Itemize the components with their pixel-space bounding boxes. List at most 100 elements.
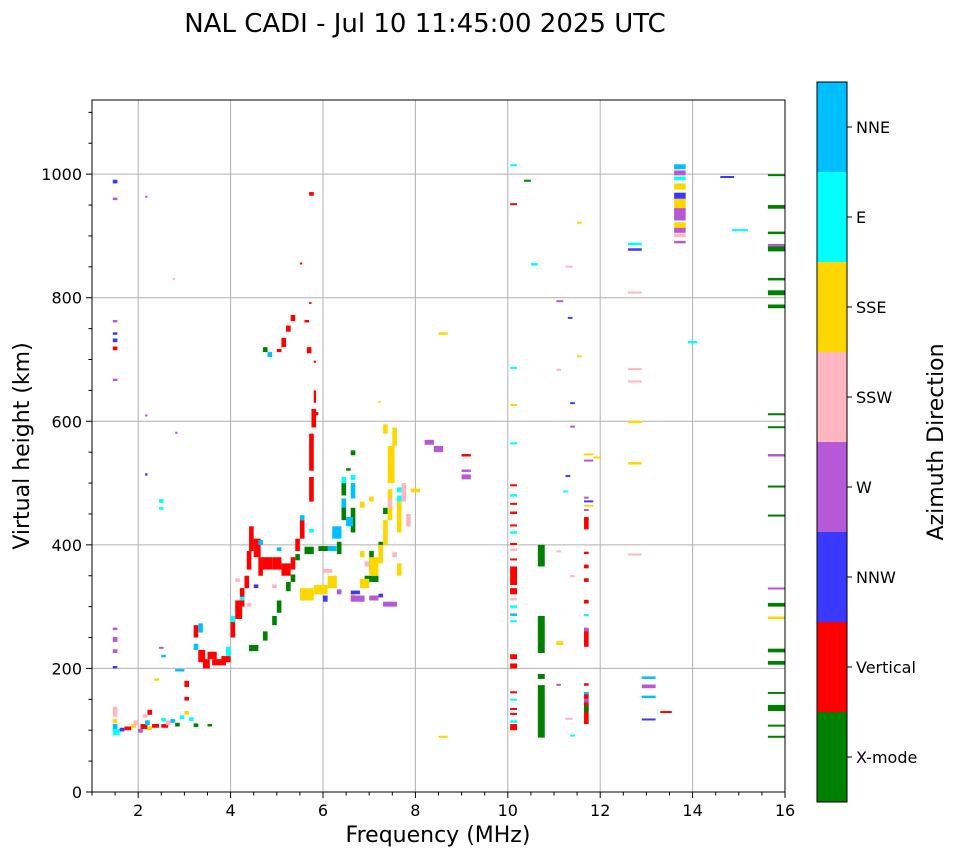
data-point-x-mode — [286, 581, 291, 592]
data-point-sse — [392, 427, 397, 446]
data-point-e — [674, 176, 686, 181]
data-point-vertical — [147, 709, 153, 715]
colorbar-swatch-nne — [817, 82, 847, 172]
data-point-nne — [510, 613, 518, 616]
data-point-nnw — [145, 473, 148, 476]
data-point-ssw — [627, 368, 642, 371]
data-point-nnw — [323, 595, 328, 602]
data-point-x-mode — [262, 347, 268, 353]
data-point-e — [510, 442, 518, 445]
x-tick-label: 6 — [318, 801, 328, 820]
data-point-w — [138, 728, 143, 733]
data-point-sse — [359, 501, 365, 508]
data-point-x-mode — [537, 615, 545, 653]
data-point-sse — [327, 575, 337, 589]
data-point-ssw — [235, 578, 240, 582]
data-point-x-mode — [193, 723, 199, 728]
x-axis-label: Frequency (MHz) — [346, 823, 531, 848]
data-point-vertical — [249, 526, 254, 552]
data-point-nnw — [112, 338, 118, 343]
data-point-x-mode — [584, 705, 589, 712]
data-point-vertical — [207, 651, 217, 660]
data-point-vertical — [510, 707, 518, 710]
data-point-x-mode — [341, 483, 347, 496]
colorbar-tick-label: W — [856, 478, 872, 497]
data-point-vertical — [584, 628, 589, 647]
data-point-e — [396, 487, 402, 493]
data-point-x-mode — [523, 179, 531, 182]
data-point-x-mode — [767, 661, 785, 665]
data-point-vertical — [584, 683, 589, 686]
data-point-e — [563, 490, 568, 493]
data-point-nne — [674, 164, 686, 170]
data-point-sse — [369, 557, 379, 576]
data-point-nnw — [570, 402, 575, 405]
data-point-w — [674, 240, 686, 244]
data-point-x-mode — [262, 631, 268, 641]
data-point-e — [189, 717, 194, 721]
data-point-vertical — [510, 558, 518, 561]
data-point-vertical — [309, 302, 312, 305]
data-point-x-mode — [767, 485, 785, 488]
data-point-ssw — [556, 368, 561, 371]
data-point-x-mode — [249, 644, 259, 652]
data-point-ssw — [570, 575, 575, 578]
data-point-ssw — [364, 561, 370, 567]
data-point-vertical — [221, 656, 231, 663]
data-point-w — [369, 595, 379, 601]
data-point-w — [175, 431, 178, 434]
data-point-x-mode — [175, 722, 180, 727]
data-point-x-mode — [767, 691, 785, 694]
data-point-ssw — [323, 568, 333, 573]
data-point-vertical — [461, 454, 471, 457]
data-point-nne — [161, 654, 166, 658]
data-point-nne — [267, 352, 273, 358]
data-point-w — [767, 454, 785, 457]
data-point-sse — [369, 496, 374, 502]
data-point-ssw — [510, 548, 518, 552]
data-point-nne — [193, 643, 199, 650]
data-point-w — [641, 684, 656, 689]
data-point-x-mode — [336, 541, 342, 555]
data-point-ssw — [112, 706, 118, 711]
colorbar-frame — [816, 81, 848, 803]
data-point-e — [112, 728, 120, 736]
data-point-sse — [767, 616, 785, 619]
data-point-vertical — [258, 557, 263, 576]
data-point-sse — [359, 551, 365, 558]
colorbar-tick-label: E — [856, 208, 866, 227]
data-point-w — [570, 425, 575, 428]
data-point-vertical — [246, 551, 252, 570]
data-point-sse — [584, 453, 594, 456]
data-point-x-mode — [383, 507, 388, 514]
data-point-sse — [387, 446, 395, 484]
data-point-vertical — [584, 551, 589, 555]
data-point-vertical — [510, 654, 518, 660]
data-point-e — [225, 646, 231, 657]
data-point-x-mode — [350, 450, 356, 456]
data-point-w — [556, 683, 561, 686]
data-point-vertical — [276, 348, 282, 353]
data-point-ssw — [406, 513, 411, 527]
data-point-vertical — [510, 663, 518, 669]
data-point-ssw — [556, 550, 561, 553]
data-point-vertical — [281, 337, 287, 348]
data-point-sse — [556, 641, 564, 645]
data-point-vertical — [510, 712, 518, 715]
data-point-vertical — [202, 659, 210, 669]
data-point-w — [674, 170, 686, 176]
data-point-nne — [332, 526, 342, 539]
data-point-sse — [147, 726, 153, 731]
data-point-vertical — [311, 408, 317, 428]
data-point-vertical — [290, 315, 296, 322]
data-point-e — [350, 475, 356, 480]
data-point-x-mode — [767, 602, 785, 607]
data-point-nne — [112, 724, 118, 729]
data-point-w — [461, 474, 471, 480]
data-point-nne — [584, 691, 589, 695]
data-point-vertical — [584, 564, 589, 569]
data-point-nne — [258, 539, 263, 545]
y-tick-label: 200 — [51, 659, 82, 678]
data-point-sse — [674, 222, 686, 230]
data-point-vertical — [152, 724, 159, 728]
